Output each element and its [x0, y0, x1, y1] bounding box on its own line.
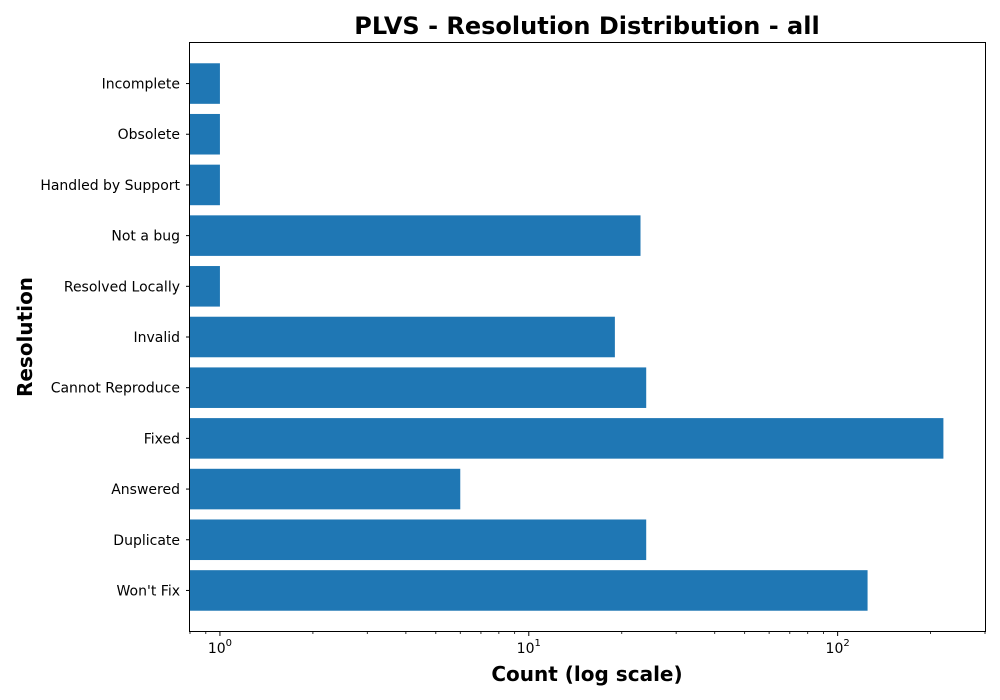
bar [190, 418, 944, 459]
bars-group [190, 63, 944, 611]
x-axis-label: Count (log scale) [491, 662, 682, 686]
y-tick-label: Obsolete [118, 127, 180, 143]
bar [190, 113, 220, 155]
bar [190, 316, 615, 358]
y-tick-label: Invalid [133, 330, 180, 346]
chart-title: PLVS - Resolution Distribution - all [354, 12, 819, 40]
y-tick-label: Handled by Support [40, 178, 180, 194]
bar [190, 468, 461, 510]
x-tick-label: 101 [517, 638, 541, 657]
bar [190, 367, 647, 408]
y-tick-label: Cannot Reproduce [51, 381, 180, 397]
bar [190, 63, 220, 104]
y-tick-label: Not a bug [111, 229, 180, 245]
y-tick-label: Won't Fix [117, 583, 180, 599]
y-tick-label: Answered [111, 482, 180, 498]
bar [190, 164, 220, 206]
bar [190, 266, 220, 307]
bar [190, 215, 641, 256]
bar [190, 519, 647, 561]
y-axis-label: Resolution [13, 277, 37, 397]
y-ticks-group: Won't Fix Duplicate Answered Fixed Cannot Re… [40, 77, 190, 599]
bar [190, 570, 868, 611]
y-tick-label: Resolved Locally [64, 279, 180, 295]
x-ticks-group: 100 101 102 [189, 631, 986, 657]
x-tick-label: 102 [826, 638, 850, 657]
plot-frame [189, 42, 986, 632]
y-tick-label: Fixed [144, 431, 180, 447]
y-tick-label: Duplicate [113, 533, 180, 549]
y-tick-label: Incomplete [102, 77, 180, 93]
x-tick-label: 100 [208, 638, 232, 657]
